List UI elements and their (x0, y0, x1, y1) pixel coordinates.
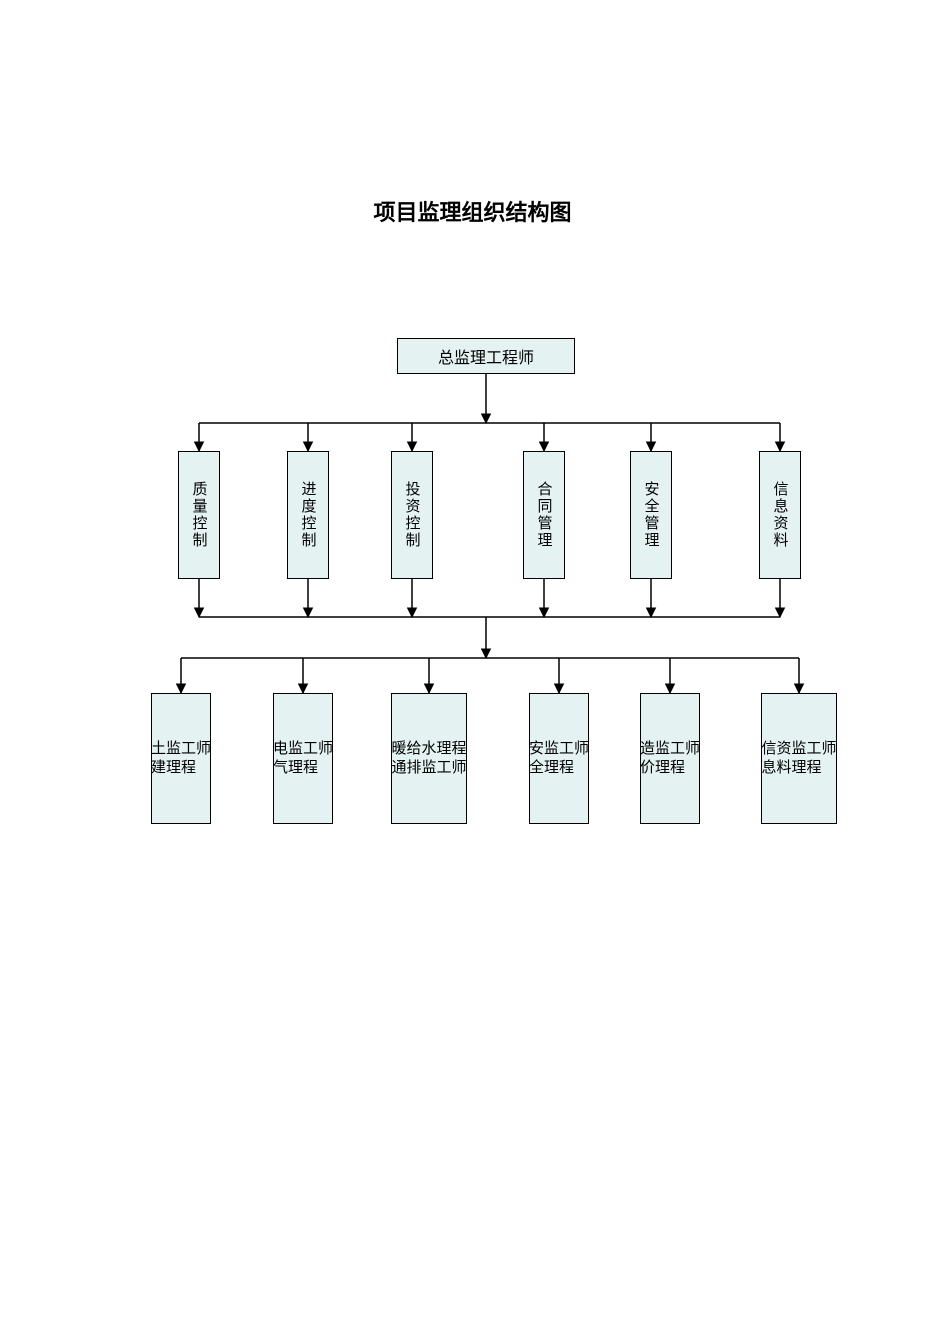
node-root-label: 总监理工程师 (438, 344, 534, 368)
chart-title: 项目监理组织结构图 (0, 195, 945, 227)
node-label: 土建监理工程师 (151, 740, 211, 778)
node-label: 造价监理工程师 (640, 740, 700, 778)
node-mid-investment: 投资控制 (391, 451, 433, 579)
node-label: 合同管理 (534, 481, 555, 549)
node-label: 电气监理工程师 (273, 740, 333, 778)
node-label: 投资控制 (402, 481, 423, 549)
node-label: 安全监理工程师 (529, 740, 589, 778)
node-mid-info: 信息资料 (759, 451, 801, 579)
node-leaf-electric: 电气监理工程师 (273, 693, 333, 824)
node-leaf-civil: 土建监理工程师 (151, 693, 211, 824)
node-mid-progress: 进度控制 (287, 451, 329, 579)
node-leaf-safety: 安全监理工程师 (529, 693, 589, 824)
node-leaf-hvac: 暖通给排水监理工程师 (391, 693, 467, 824)
node-mid-contract: 合同管理 (523, 451, 565, 579)
node-label: 进度控制 (298, 481, 319, 549)
node-leaf-cost: 造价监理工程师 (640, 693, 700, 824)
node-label: 安全管理 (641, 481, 662, 549)
node-mid-safety: 安全管理 (630, 451, 672, 579)
node-label: 质量控制 (189, 481, 210, 549)
node-label: 暖通给排水监理工程师 (391, 740, 466, 778)
node-label: 信息资料 (770, 481, 791, 549)
node-leaf-info: 信息资料监理工程师 (761, 693, 837, 824)
node-label: 信息资料监理工程师 (761, 740, 836, 778)
node-mid-quality: 质量控制 (178, 451, 220, 579)
node-root: 总监理工程师 (397, 338, 575, 374)
